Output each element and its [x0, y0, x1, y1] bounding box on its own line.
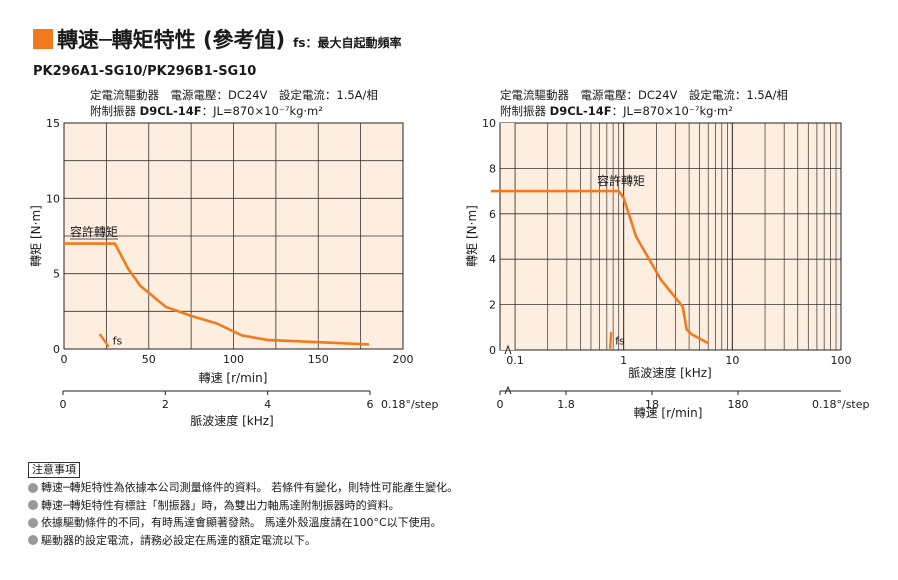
y-axis-label: 轉矩 [N·m] — [465, 205, 479, 267]
fs-mark — [98, 333, 110, 348]
y-tick-label: 5 — [53, 268, 60, 281]
x-axis-label: 轉速 [r/min] — [199, 371, 268, 385]
step-note: 0.18°/step — [381, 398, 439, 411]
series-label: 容許轉矩 — [597, 173, 645, 188]
secondary-tick-label: 0 — [60, 398, 67, 411]
secondary-tick-label: 0 — [497, 398, 504, 411]
y-axis-label: 轉矩 [N·m] — [29, 205, 43, 267]
notes: 注意事項 轉速─轉矩特性為依據本公司測量條件的資料。 若條件有變化，則特性可能產… — [28, 461, 458, 549]
y-tick-label: 10 — [46, 192, 60, 205]
note-text: 轉速─轉矩特性有標註「制振器」時，為雙出力軸馬達附制振器時的資料。 — [41, 498, 400, 512]
notes-list: 轉速─轉矩特性為依據本公司測量條件的資料。 若條件有變化，則特性可能產生變化。轉… — [28, 479, 458, 549]
conditions-line1: 定電流驅動器 電源電壓：DC24V 設定電流：1.5A/相 — [90, 88, 378, 102]
y-tick-label: 0 — [53, 343, 60, 356]
page-subtitle: fs：最大自起動頻率 — [293, 35, 402, 50]
page-title: 轉速─轉矩特性 (參考值) — [57, 28, 286, 52]
bullet-icon — [28, 482, 38, 493]
plot-pad — [500, 123, 515, 350]
fs-mark — [608, 332, 613, 349]
x-tick-label: 0 — [61, 353, 68, 366]
x-tick-label: 150 — [308, 353, 329, 366]
bullet-icon — [28, 535, 38, 546]
notes-heading: 注意事項 — [28, 462, 80, 478]
x-tick-label: 100 — [831, 354, 852, 367]
secondary-tick-label: 18 — [645, 398, 659, 411]
conditions-suffix: ：JL=870×10⁻⁷kg·m² — [202, 104, 323, 118]
axis-break-icon — [504, 385, 512, 395]
conditions-line2: 附制振器 D9CL-14F：JL=870×10⁻⁷kg·m² — [90, 104, 323, 118]
plot-area — [499, 122, 842, 351]
note-item: 驅動器的設定電流，請務必設定在馬達的額定電流以下。 — [28, 532, 458, 550]
y-tick-label: 8 — [489, 162, 496, 175]
note-text: 依據驅動條件的不同，有時馬達會顯著發熱。 馬達外殼溫度請在100°C以下使用。 — [41, 516, 442, 529]
bullet-icon — [28, 517, 38, 528]
axis-break-icon — [504, 344, 512, 355]
note-item: 依據驅動條件的不同，有時馬達會顯著發熱。 馬達外殼溫度請在100°C以下使用。 — [28, 514, 458, 532]
secondary-axis-label: 脈波速度 [kHz] — [190, 413, 273, 428]
x-tick-label: 100 — [223, 353, 244, 366]
x-tick-label: 0.1 — [506, 354, 524, 367]
conditions-prefix: 附制振器 — [500, 104, 550, 118]
fs-label: fs — [615, 335, 625, 348]
conditions-model: D9CL-14F — [140, 104, 202, 118]
conditions-line2: 附制振器 D9CL-14F：JL=870×10⁻⁷kg·m² — [500, 104, 733, 118]
note-item: 轉速─轉矩特性為依據本公司測量條件的資料。 若條件有變化，則特性可能產生變化。 — [28, 479, 458, 497]
secondary-tick-label: 2 — [162, 398, 169, 411]
secondary-tick-label: 6 — [367, 398, 374, 411]
secondary-tick-label: 180 — [728, 398, 749, 411]
y-tick-label: 15 — [46, 117, 60, 130]
conditions-suffix: ：JL=870×10⁻⁷kg·m² — [612, 104, 733, 118]
note-text: 轉速─轉矩特性為依據本公司測量條件的資料。 若條件有變化，則特性可能產生變化。 — [41, 481, 459, 494]
title-bar: 轉速─轉矩特性 (參考值) fs：最大自起動頻率 — [33, 26, 402, 52]
conditions-prefix: 附制振器 — [90, 104, 140, 118]
secondary-tick-label: 1.8 — [557, 398, 575, 411]
conditions-model: D9CL-14F — [550, 104, 612, 118]
bullet-icon — [28, 500, 38, 511]
model-name: PK296A1-SG10/PK296B1-SG10 — [33, 64, 257, 79]
note-item: 轉速─轉矩特性有標註「制振器」時，為雙出力軸馬達附制振器時的資料。 — [28, 497, 458, 515]
x-tick-label: 10 — [725, 354, 739, 367]
secondary-axis-label: 轉速 [r/min] — [634, 406, 703, 420]
title-accent-square — [33, 29, 53, 49]
x-tick-label: 200 — [393, 353, 414, 366]
series-label: 容許轉矩 — [70, 224, 118, 239]
series-line — [490, 189, 709, 345]
conditions-line1: 定電流驅動器 電源電壓：DC24V 設定電流：1.5A/相 — [500, 88, 788, 102]
x-tick-label: 1 — [620, 354, 627, 367]
y-tick-label: 10 — [482, 117, 496, 130]
y-tick-label: 6 — [489, 208, 496, 221]
x-tick-label: 50 — [142, 353, 156, 366]
fs-label: fs — [113, 335, 123, 348]
note-text: 驅動器的設定電流，請務必設定在馬達的額定電流以下。 — [41, 533, 316, 547]
secondary-tick-label: 4 — [264, 398, 271, 411]
y-tick-label: 2 — [489, 299, 496, 312]
y-tick-label: 4 — [489, 253, 496, 266]
step-note: 0.18°/step — [812, 398, 870, 411]
series-line — [64, 242, 370, 346]
x-axis-label: 脈波速度 [kHz] — [628, 365, 711, 380]
y-tick-label: 0 — [489, 344, 496, 357]
